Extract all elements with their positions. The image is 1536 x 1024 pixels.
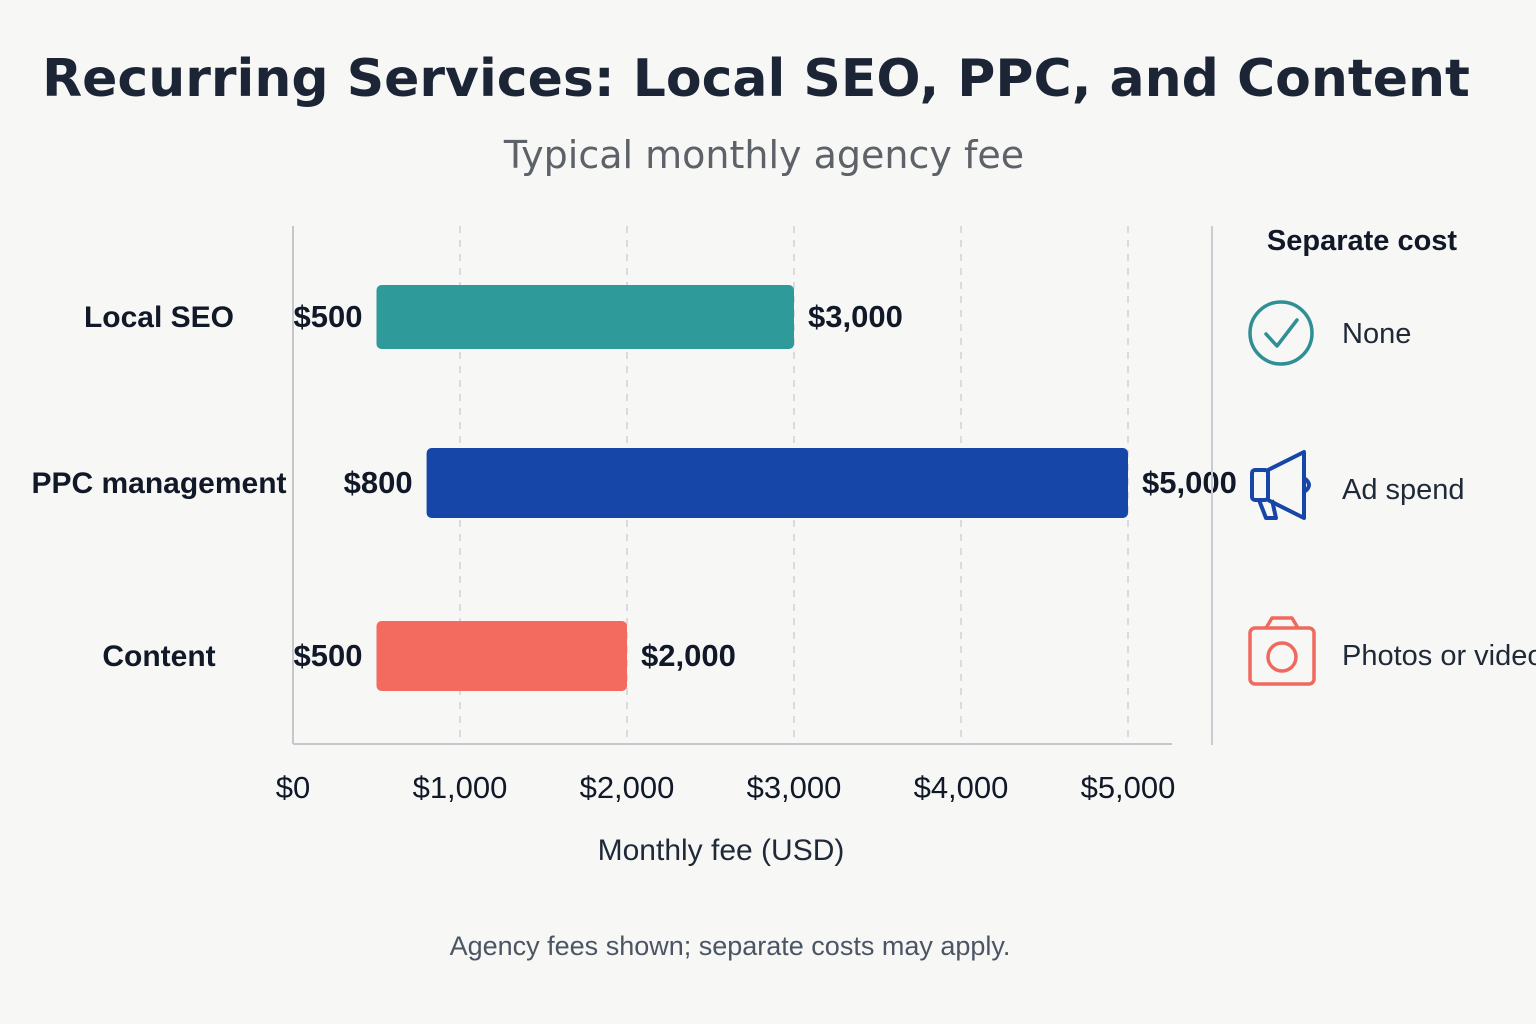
separate-cost-label-ad-spend: Ad spend [1342,474,1465,506]
separate-cost-panel: Separate cost None Ad spend Photos or vi… [1211,225,1536,745]
bar-low-label: $500 [294,299,363,334]
data-labels: Local SEO $500 $3,000 PPC management $800 $5,… [31,299,1236,673]
x-tick-label: $5,000 [1081,770,1176,805]
bar [376,621,627,691]
panel-title: Separate cost [1267,225,1458,257]
check-circle-icon [1248,300,1314,366]
x-axis-title: Monthly fee (USD) [598,834,845,867]
megaphone-icon [1250,450,1311,520]
x-tick-label: $0 [276,770,310,805]
x-tick-label: $2,000 [580,770,675,805]
bar-high-label: $5,000 [1142,465,1237,500]
footnote: Agency fees shown; separate costs may ap… [450,931,1011,961]
bar-low-label: $800 [344,465,413,500]
axes: $0 $1,000 $2,000 $3,000 $4,000 $5,000 [276,226,1176,805]
bars [376,285,1129,691]
bar-low-label: $500 [294,638,363,673]
camera-icon [1248,616,1316,686]
category-label: PPC management [31,467,286,500]
chart-title: Recurring Services: Local SEO, PPC, and … [42,49,1470,109]
x-tick-label: $3,000 [747,770,842,805]
bar-high-label: $3,000 [808,299,903,334]
x-tick-label: $4,000 [914,770,1009,805]
chart-subtitle: Typical monthly agency fee [503,133,1024,177]
separate-cost-label-photos: Photos or video [1342,640,1536,672]
x-tick-label: $1,000 [413,770,508,805]
bar-high-label: $2,000 [641,638,736,673]
bar [426,448,1129,518]
category-label: Content [102,640,215,673]
category-label: Local SEO [84,301,234,334]
separate-cost-label-none: None [1342,318,1411,350]
bar [376,285,794,349]
